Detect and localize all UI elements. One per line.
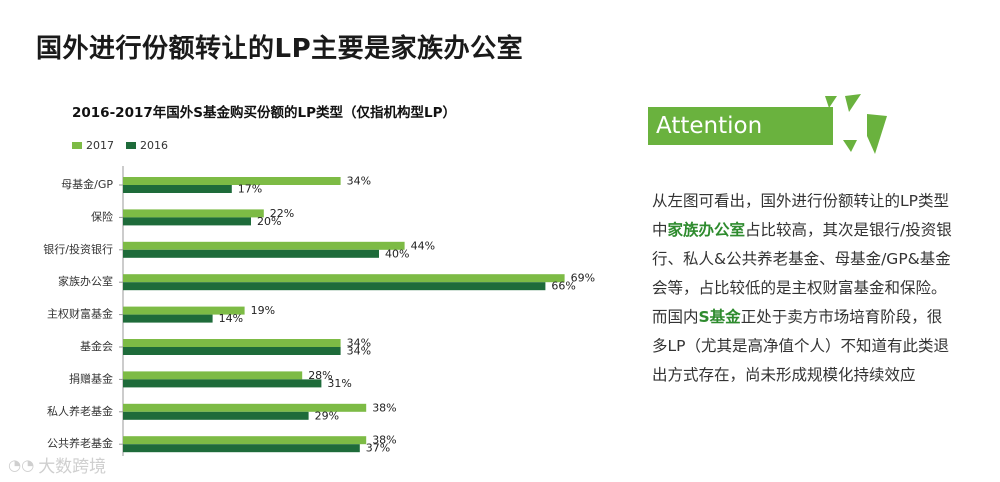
data-label-2016: 20% bbox=[257, 215, 281, 228]
analysis-note: 从左图可看出，国外进行份额转让的LP类型中家族办公室占比较高，其次是银行/投资银… bbox=[652, 187, 952, 390]
bar-2016 bbox=[123, 444, 360, 453]
bar-2016 bbox=[123, 217, 251, 226]
category-label: 基金会 bbox=[80, 339, 113, 353]
data-label-2017: 34% bbox=[347, 337, 371, 350]
legend-swatch-2016 bbox=[126, 142, 136, 149]
category-label: 家族办公室 bbox=[58, 274, 113, 288]
bar-2016 bbox=[123, 347, 341, 355]
bar-2016 bbox=[123, 185, 232, 193]
note-text: 从左图可看出，国外进行份额转让的LP类型中 bbox=[652, 192, 949, 239]
attention-banner: Attention bbox=[648, 107, 833, 145]
data-label-2017: 22% bbox=[270, 207, 294, 220]
bar-2017 bbox=[123, 209, 264, 218]
bar-2017 bbox=[123, 306, 245, 315]
data-label-2017: 38% bbox=[372, 401, 396, 414]
data-label-2016: 34% bbox=[347, 345, 371, 358]
data-label-2017: 38% bbox=[372, 434, 396, 447]
bar-2016 bbox=[123, 249, 379, 258]
note-highlight: 家族办公室 bbox=[667, 221, 746, 239]
legend-item-2016: 2016 bbox=[126, 139, 168, 152]
category-label: 保险 bbox=[91, 209, 113, 223]
watermark-logo-icon: ◔◔ bbox=[8, 455, 35, 474]
arrow-decoration-icon bbox=[825, 94, 887, 154]
category-label: 私人养老基金 bbox=[47, 404, 113, 418]
data-label-2016: 17% bbox=[238, 183, 262, 196]
watermark-text: 大数跨境 bbox=[38, 457, 107, 477]
bar-2017 bbox=[123, 436, 367, 445]
bar-2017 bbox=[123, 371, 303, 380]
chart-title: 2016-2017年国外S基金购买份额的LP类型（仅指机构型LP） bbox=[72, 105, 456, 121]
data-label-2016: 14% bbox=[219, 312, 243, 325]
category-label: 捐赠基金 bbox=[69, 371, 113, 385]
bar-2016 bbox=[123, 282, 546, 291]
data-label-2016: 31% bbox=[327, 377, 351, 390]
note-highlight: S基金 bbox=[698, 308, 741, 326]
legend-label-2017: 2017 bbox=[86, 139, 114, 152]
data-label-2016: 40% bbox=[385, 247, 409, 260]
bar-2016 bbox=[123, 411, 309, 420]
bar-2017 bbox=[123, 241, 405, 250]
watermark: ◔◔ 大数跨境 bbox=[8, 452, 107, 478]
category-label: 母基金/GP bbox=[61, 177, 113, 191]
bar-2017 bbox=[123, 403, 367, 412]
bar-2017 bbox=[123, 274, 565, 283]
bar-chart: 母基金/GP 34% 17% 保险 22%20% 银行/投资银行 44%40% 家族办公室 69… bbox=[43, 166, 595, 456]
bar-2016 bbox=[123, 379, 322, 388]
data-label-2017: 19% bbox=[251, 304, 275, 317]
bar-2016 bbox=[123, 314, 213, 323]
note-text: 正处于卖方市场培育阶段，很多LP（尤其是高净值个人）不知道有此类退出方式存在，尚… bbox=[652, 308, 949, 384]
data-label-2017: 69% bbox=[571, 272, 595, 285]
bar-2017 bbox=[123, 177, 341, 185]
data-label-2016: 29% bbox=[315, 409, 339, 422]
data-label-2017: 34% bbox=[347, 175, 371, 188]
data-label-2016: 66% bbox=[551, 280, 575, 293]
note-text: 占比较高，其次是银行/投资银行、私人&公共养老基金、母基金/GP&基金会等，占比… bbox=[652, 221, 952, 326]
bar-2017 bbox=[123, 339, 341, 347]
page-title: 国外进行份额转让的LP主要是家族办公室 bbox=[36, 34, 524, 64]
data-label-2017: 44% bbox=[411, 239, 435, 252]
category-label: 主权财富基金 bbox=[47, 307, 113, 321]
category-label: 银行/投资银行 bbox=[43, 242, 113, 256]
legend-swatch-2017 bbox=[72, 142, 82, 149]
data-label-2017: 28% bbox=[308, 369, 332, 382]
legend-label-2016: 2016 bbox=[140, 139, 168, 152]
data-label-2016: 37% bbox=[366, 442, 390, 455]
legend-item-2017: 2017 bbox=[72, 139, 114, 152]
chart-legend: 2017 2016 bbox=[72, 139, 168, 152]
category-label: 公共养老基金 bbox=[47, 436, 113, 450]
